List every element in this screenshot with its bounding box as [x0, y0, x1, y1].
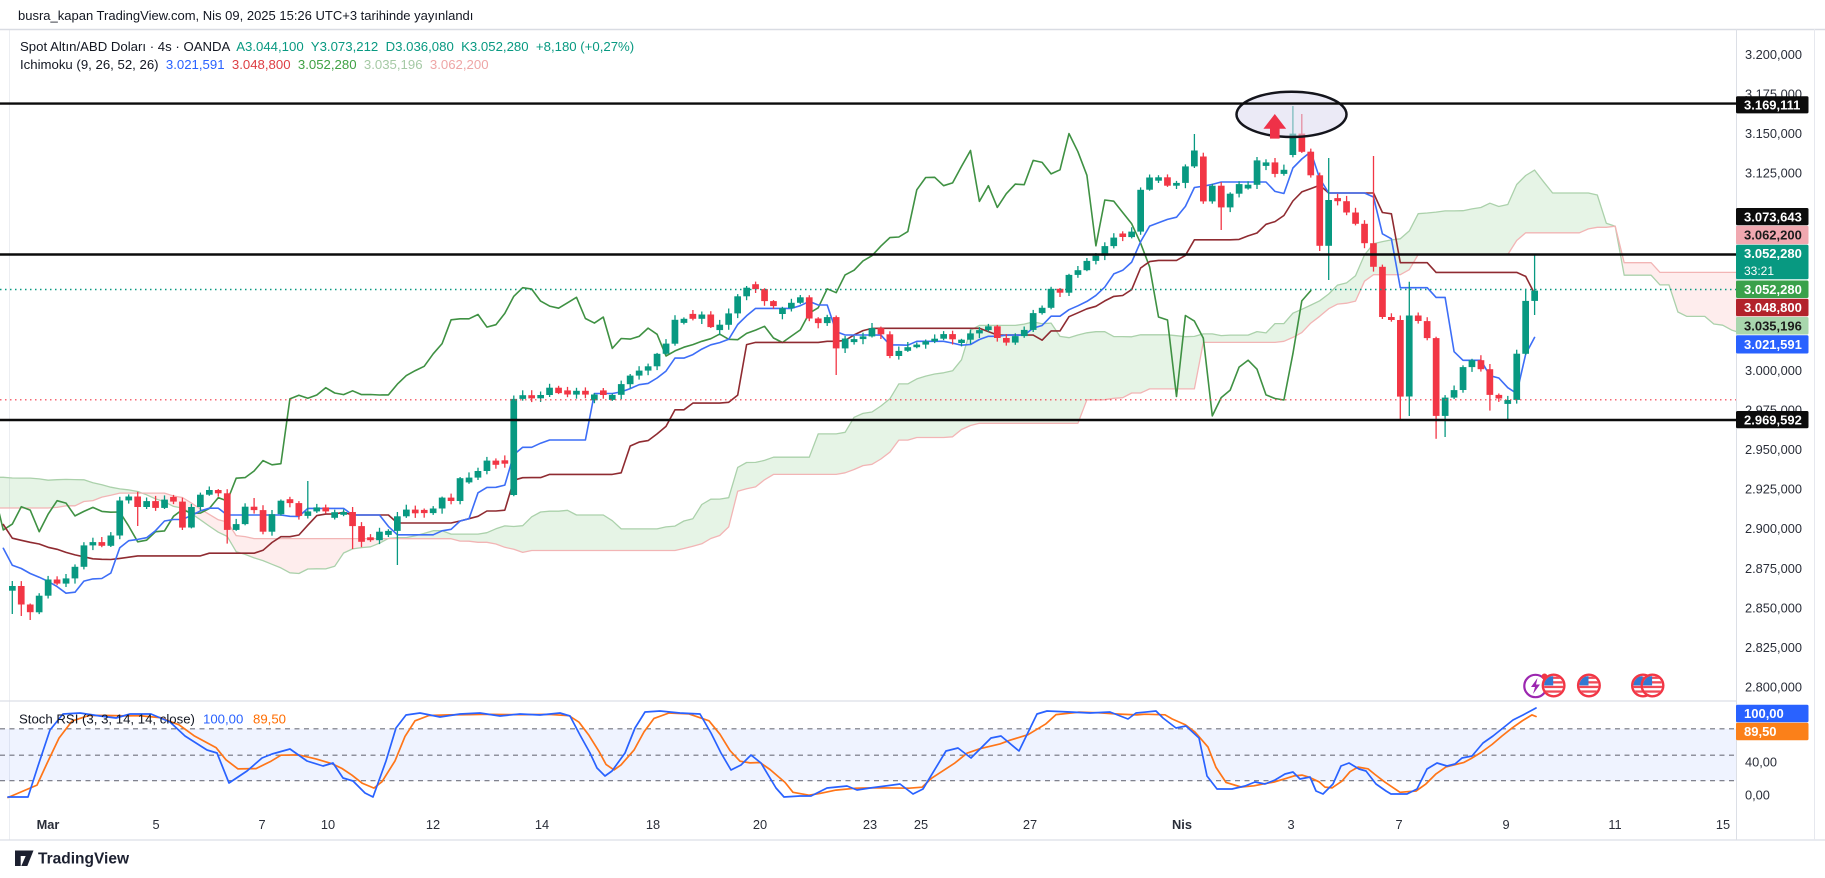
svg-text:3.052,280: 3.052,280 [1744, 246, 1802, 261]
svg-text:89,50: 89,50 [1744, 724, 1777, 739]
svg-text:2.950,000: 2.950,000 [1745, 442, 1802, 457]
svg-text:100,00: 100,00 [203, 712, 243, 727]
svg-text:3: 3 [1287, 817, 1294, 832]
svg-text:9: 9 [1502, 817, 1509, 832]
svg-text:14: 14 [535, 817, 549, 832]
svg-text:2.850,000: 2.850,000 [1745, 600, 1802, 615]
svg-text:7: 7 [1395, 817, 1402, 832]
svg-text:3.052,280: 3.052,280 [1744, 282, 1802, 297]
svg-text:3.150,000: 3.150,000 [1745, 126, 1802, 141]
svg-text:5: 5 [152, 817, 159, 832]
svg-text:2.825,000: 2.825,000 [1745, 640, 1802, 655]
svg-text:2.800,000: 2.800,000 [1745, 679, 1802, 694]
svg-text:89,50: 89,50 [253, 712, 286, 727]
svg-text:27: 27 [1023, 817, 1037, 832]
svg-text:3.021,591: 3.021,591 [1744, 337, 1802, 352]
svg-text:Stoch RSI (3, 3, 14, 14, close: Stoch RSI (3, 3, 14, 14, close) [19, 712, 195, 727]
svg-text:100,00: 100,00 [1744, 706, 1784, 721]
svg-text:33:21: 33:21 [1744, 264, 1774, 278]
svg-text:Nis: Nis [1172, 817, 1192, 832]
svg-text:3.073,643: 3.073,643 [1744, 209, 1802, 224]
svg-text:3.125,000: 3.125,000 [1745, 166, 1802, 181]
svg-text:3.000,000: 3.000,000 [1745, 363, 1802, 378]
svg-text:3.048,800: 3.048,800 [1744, 300, 1802, 315]
svg-text:25: 25 [914, 817, 928, 832]
svg-text:2.875,000: 2.875,000 [1745, 561, 1802, 576]
svg-text:23: 23 [863, 817, 877, 832]
svg-text:2.900,000: 2.900,000 [1745, 521, 1802, 536]
svg-text:TradingView: TradingView [38, 851, 130, 868]
svg-text:20: 20 [753, 817, 767, 832]
svg-text:3.062,200: 3.062,200 [1744, 228, 1802, 243]
svg-text:18: 18 [646, 817, 660, 832]
svg-text:3.169,111: 3.169,111 [1744, 98, 1800, 113]
svg-text:0,00: 0,00 [1745, 787, 1770, 802]
svg-text:12: 12 [426, 817, 440, 832]
svg-text:3.035,196: 3.035,196 [1744, 318, 1802, 333]
svg-text:2.925,000: 2.925,000 [1745, 482, 1802, 497]
svg-text:11: 11 [1608, 817, 1621, 832]
svg-text:10: 10 [321, 817, 335, 832]
svg-text:15: 15 [1716, 817, 1730, 832]
svg-text:7: 7 [258, 817, 265, 832]
svg-text:40,00: 40,00 [1745, 754, 1777, 769]
svg-text:Mar: Mar [37, 817, 60, 832]
svg-text:3.200,000: 3.200,000 [1745, 47, 1802, 62]
svg-text:2.969,592: 2.969,592 [1744, 412, 1802, 427]
